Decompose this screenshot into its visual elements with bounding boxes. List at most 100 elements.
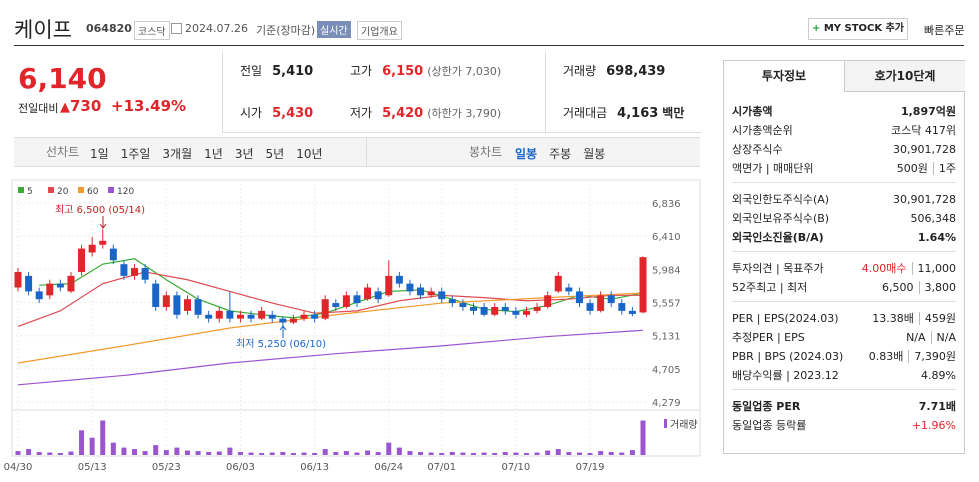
y-tick-label: 4,279 [652,398,681,409]
volume-bar [343,451,349,455]
volume-bar [460,452,466,455]
candle-body [152,283,160,307]
summary-note: (하한가 3,790) [427,107,502,120]
company-button[interactable]: 기업개요 [357,21,402,40]
volume-bar [428,452,434,455]
high-annotation: 최고 6,500 (05/14) [55,204,145,216]
candle-body [141,268,149,280]
section-divider [732,251,956,252]
invest-label: 52주최고 | 최저 [732,281,808,294]
realtime-badge[interactable]: 실시간 [317,21,351,38]
invest-row: PBR | BPS (2024.03) 0.83배 7,390원 [732,348,956,366]
candle-body [607,295,615,304]
candle-body [279,318,287,323]
summary-item: 시가 5,430 [240,104,313,121]
invest-tab[interactable]: 호가10단계 [844,61,965,92]
summary-item: 거래대금 4,163 백만 [563,104,684,121]
candle-body [618,303,626,311]
volume-legend: 거래량 [670,419,698,431]
line-chart-label: 선차트 [46,145,80,159]
section-divider [732,182,956,183]
volume-bar [216,451,222,455]
summary-value: 5,430 [272,106,314,121]
invest-row: 외국인한도주식수(A) 30,901,728 [732,191,956,209]
volume-bar [36,452,42,455]
stock-name: 케이프 [14,18,72,42]
period-tab[interactable]: 10년 [296,147,323,161]
period-tab[interactable]: 5년 [265,147,285,161]
summary-label: 거래대금 [563,106,608,120]
header-rule [14,45,964,46]
candle-body [183,299,191,311]
period-tab[interactable]: 3년 [234,147,254,161]
mystock-button[interactable]: + MY STOCK 추가 [808,18,908,40]
change-rate: +13.49% [111,97,187,115]
candle-chart-label: 봉차트 [469,145,503,159]
invest-label: 시가총액 [732,105,773,118]
basis: 기준(장마감) [256,24,316,37]
invest-values: 0.83배 7,390원 [869,348,956,366]
change-label: 전일대비 [18,102,59,115]
invest-row: PER | EPS(2024.03) 13.38배 459원 [732,310,956,328]
period-tab[interactable]: 일봉 [515,147,538,161]
invest-label: PER | EPS(2024.03) [732,312,839,325]
invest-row: 배당수익률 | 2023.12 4.89% [732,367,956,385]
candle-body [406,283,414,292]
candle-body [395,275,403,284]
invest-label: 상장주식수 [732,143,783,156]
invest-row: 동일업종 PER 7.71배 [732,398,956,416]
section-divider [732,389,956,390]
candle-body [544,295,552,307]
volume-bar [322,449,328,455]
invest-row: 액면가 | 매매단위 500원 1주 [732,160,956,178]
volume-bar [471,453,477,455]
candle-body [88,244,96,253]
x-tick-label: 06/13 [300,462,329,473]
invest-values: 506,348 [911,210,957,228]
candle-body [342,295,350,307]
volume-bar [174,447,180,455]
calendar-icon [171,23,182,34]
invest-value: 3,800 [918,281,956,294]
candle-body [385,275,393,296]
candle-body [501,306,509,311]
summary-label: 시가 [240,106,263,120]
period-tab[interactable]: 1년 [204,147,223,161]
summary-value: 4,163 [617,106,659,121]
period-tab[interactable]: 1주일 [120,147,151,161]
volume-bar [89,437,95,455]
quick-order[interactable]: 빠른주문 [924,24,965,37]
invest-values: 1.64% [918,229,956,247]
invest-label: PBR | BPS (2024.03) [732,350,844,363]
invest-values: 4.89% [921,367,956,385]
invest-label: 외국인한도주식수(A) [732,193,830,206]
invest-value: 13.38배 [872,312,914,325]
period-tab[interactable]: 주봉 [549,147,572,161]
invest-row: 추정PER | EPS N/A N/A [732,329,956,347]
candle-body [205,314,213,319]
invest-tabs: 투자정보 호가10단계 [724,61,965,92]
invest-tab[interactable]: 투자정보 [724,61,844,91]
volume-bar [566,452,572,455]
volume-bar [587,453,593,455]
period-tab[interactable]: 월봉 [583,147,606,161]
candle-body [120,264,128,276]
invest-values: 7.71배 [919,398,956,416]
volume-bar [407,451,413,455]
candle-body [215,310,223,319]
volume-bar [121,447,127,455]
summary-item: 거래량 698,439 [563,62,665,79]
volume-bar [26,449,32,455]
ma-line [39,258,644,319]
x-tick-label: 06/24 [374,462,403,473]
y-tick-label: 5,131 [652,332,681,343]
summary-box [222,52,701,133]
invest-values: 코스닥 417위 [891,122,956,140]
candle-body [258,310,266,319]
period-tab[interactable]: 3개월 [162,147,193,161]
period-tab[interactable]: 1일 [90,147,109,161]
volume-bar [280,452,286,455]
candle-body [417,287,425,296]
volume-bar [100,420,106,455]
invest-values: 1,897억원 [901,103,956,121]
